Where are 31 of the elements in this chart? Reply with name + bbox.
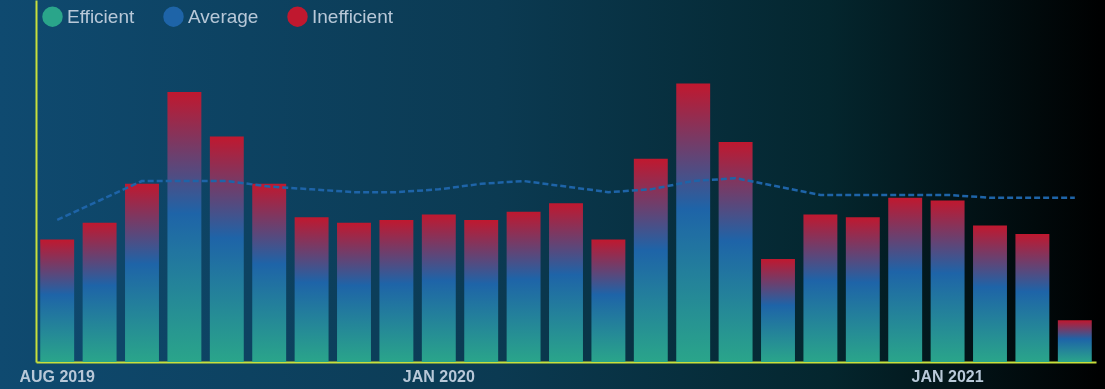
legend-label: Inefficient bbox=[312, 5, 394, 27]
bar bbox=[421, 214, 456, 362]
legend-label: Average bbox=[188, 5, 259, 27]
bar bbox=[506, 211, 541, 362]
bar bbox=[676, 83, 711, 362]
bar bbox=[125, 183, 159, 362]
bar bbox=[209, 136, 244, 362]
bar bbox=[40, 239, 75, 362]
bar bbox=[803, 214, 838, 362]
bar bbox=[591, 239, 626, 362]
legend-label: Efficient bbox=[67, 5, 135, 27]
bar bbox=[845, 217, 880, 362]
bar bbox=[549, 203, 583, 362]
bar bbox=[633, 158, 668, 362]
bar bbox=[379, 219, 414, 362]
bar bbox=[1015, 233, 1050, 362]
bar bbox=[973, 225, 1007, 362]
bar bbox=[718, 142, 753, 362]
x-tick-label: JAN 2020 bbox=[402, 367, 475, 385]
bar bbox=[761, 258, 795, 362]
bar bbox=[930, 200, 965, 362]
bar bbox=[888, 197, 923, 362]
bar bbox=[1057, 320, 1092, 362]
bar bbox=[82, 222, 117, 362]
bar bbox=[464, 219, 499, 362]
bar bbox=[167, 91, 202, 362]
x-tick-label: JAN 2021 bbox=[911, 367, 984, 385]
bar bbox=[294, 217, 329, 362]
bar bbox=[252, 183, 287, 362]
bar bbox=[337, 222, 371, 362]
x-tick-label: AUG 2019 bbox=[19, 367, 96, 385]
